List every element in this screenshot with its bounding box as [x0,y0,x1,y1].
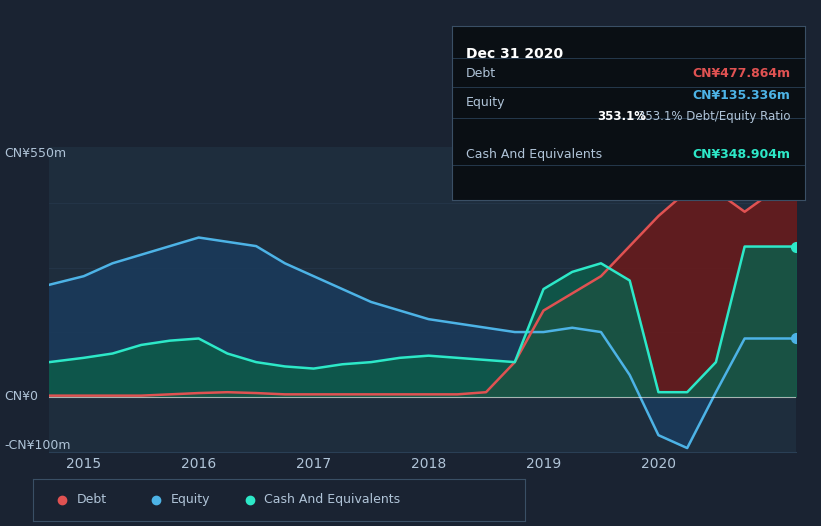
Text: Cash And Equivalents: Cash And Equivalents [264,493,401,506]
Text: CN¥477.864m: CN¥477.864m [692,67,791,79]
Text: CN¥135.336m: CN¥135.336m [693,89,791,102]
Text: Equity: Equity [171,493,210,506]
Text: CN¥550m: CN¥550m [4,147,67,160]
Text: 353.1% Debt/Equity Ratio: 353.1% Debt/Equity Ratio [638,110,791,123]
Text: Equity: Equity [466,96,505,109]
Text: 353.1%: 353.1% [597,110,646,123]
Text: Dec 31 2020: Dec 31 2020 [466,47,563,61]
Text: Debt: Debt [466,67,496,79]
Text: CN¥348.904m: CN¥348.904m [692,148,791,161]
Text: Cash And Equivalents: Cash And Equivalents [466,148,602,161]
Text: -CN¥100m: -CN¥100m [4,439,71,452]
Text: CN¥0: CN¥0 [4,390,39,403]
Text: Debt: Debt [77,493,108,506]
